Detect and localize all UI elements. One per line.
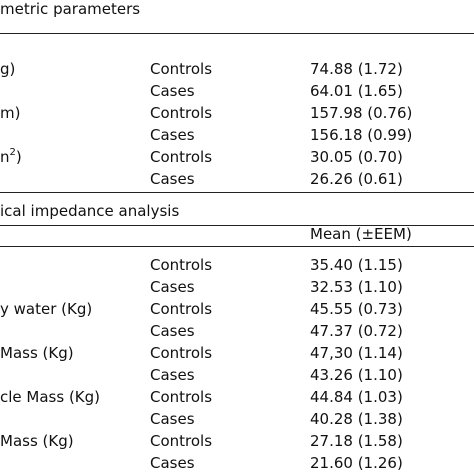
row-group: Cases <box>150 322 195 340</box>
row-group: Cases <box>150 170 195 188</box>
row-value: 26.26 (0.61) <box>310 170 403 188</box>
row-value: 27.18 (1.58) <box>310 432 403 450</box>
row-value: 40.28 (1.38) <box>310 410 403 428</box>
column-header-mean: Mean (±EEM) <box>310 225 412 243</box>
row-label: Mass (Kg) <box>0 344 74 362</box>
row-label: m) <box>0 104 21 122</box>
row-value: 35.40 (1.15) <box>310 256 403 274</box>
row-label: y water (Kg) <box>0 300 93 318</box>
superscript: 2 <box>9 147 16 158</box>
row-label: g) <box>0 60 16 78</box>
row-value: 44.84 (1.03) <box>310 388 403 406</box>
row-group: Cases <box>150 454 195 472</box>
header-divider <box>0 246 474 247</box>
row-group: Cases <box>150 82 195 100</box>
row-value: 47,30 (1.14) <box>310 344 403 362</box>
row-label-bmi: n2) <box>0 147 22 167</box>
row-value: 157.98 (0.76) <box>310 104 413 122</box>
row-value: 32.53 (1.10) <box>310 278 403 296</box>
section-divider <box>0 33 474 34</box>
row-value: 21.60 (1.26) <box>310 454 403 472</box>
row-label-suffix: ) <box>15 148 22 166</box>
row-group: Controls <box>150 104 213 122</box>
row-value: 47.37 (0.72) <box>310 322 403 340</box>
section-title-bioimpedance: ical impedance analysis <box>0 202 180 220</box>
row-group: Controls <box>150 256 213 274</box>
row-value: 45.55 (0.73) <box>310 300 403 318</box>
row-label: cle Mass (Kg) <box>0 388 101 406</box>
row-group: Controls <box>150 148 213 166</box>
row-group: Controls <box>150 388 213 406</box>
row-group: Controls <box>150 344 213 362</box>
section-divider <box>0 192 474 193</box>
row-label: n <box>0 148 10 166</box>
row-group: Cases <box>150 366 195 384</box>
row-value: 30.05 (0.70) <box>310 148 403 166</box>
row-label: Mass (Kg) <box>0 432 74 450</box>
row-group: Controls <box>150 432 213 450</box>
section-divider <box>0 225 474 226</box>
row-value: 43.26 (1.10) <box>310 366 403 384</box>
row-group: Controls <box>150 300 213 318</box>
row-value: 156.18 (0.99) <box>310 126 413 144</box>
section-title-anthropometric: metric parameters <box>0 0 141 18</box>
row-value: 74.88 (1.72) <box>310 60 403 78</box>
row-value: 64.01 (1.65) <box>310 82 403 100</box>
row-group: Controls <box>150 60 213 78</box>
row-group: Cases <box>150 126 195 144</box>
row-group: Cases <box>150 410 195 428</box>
row-group: Cases <box>150 278 195 296</box>
